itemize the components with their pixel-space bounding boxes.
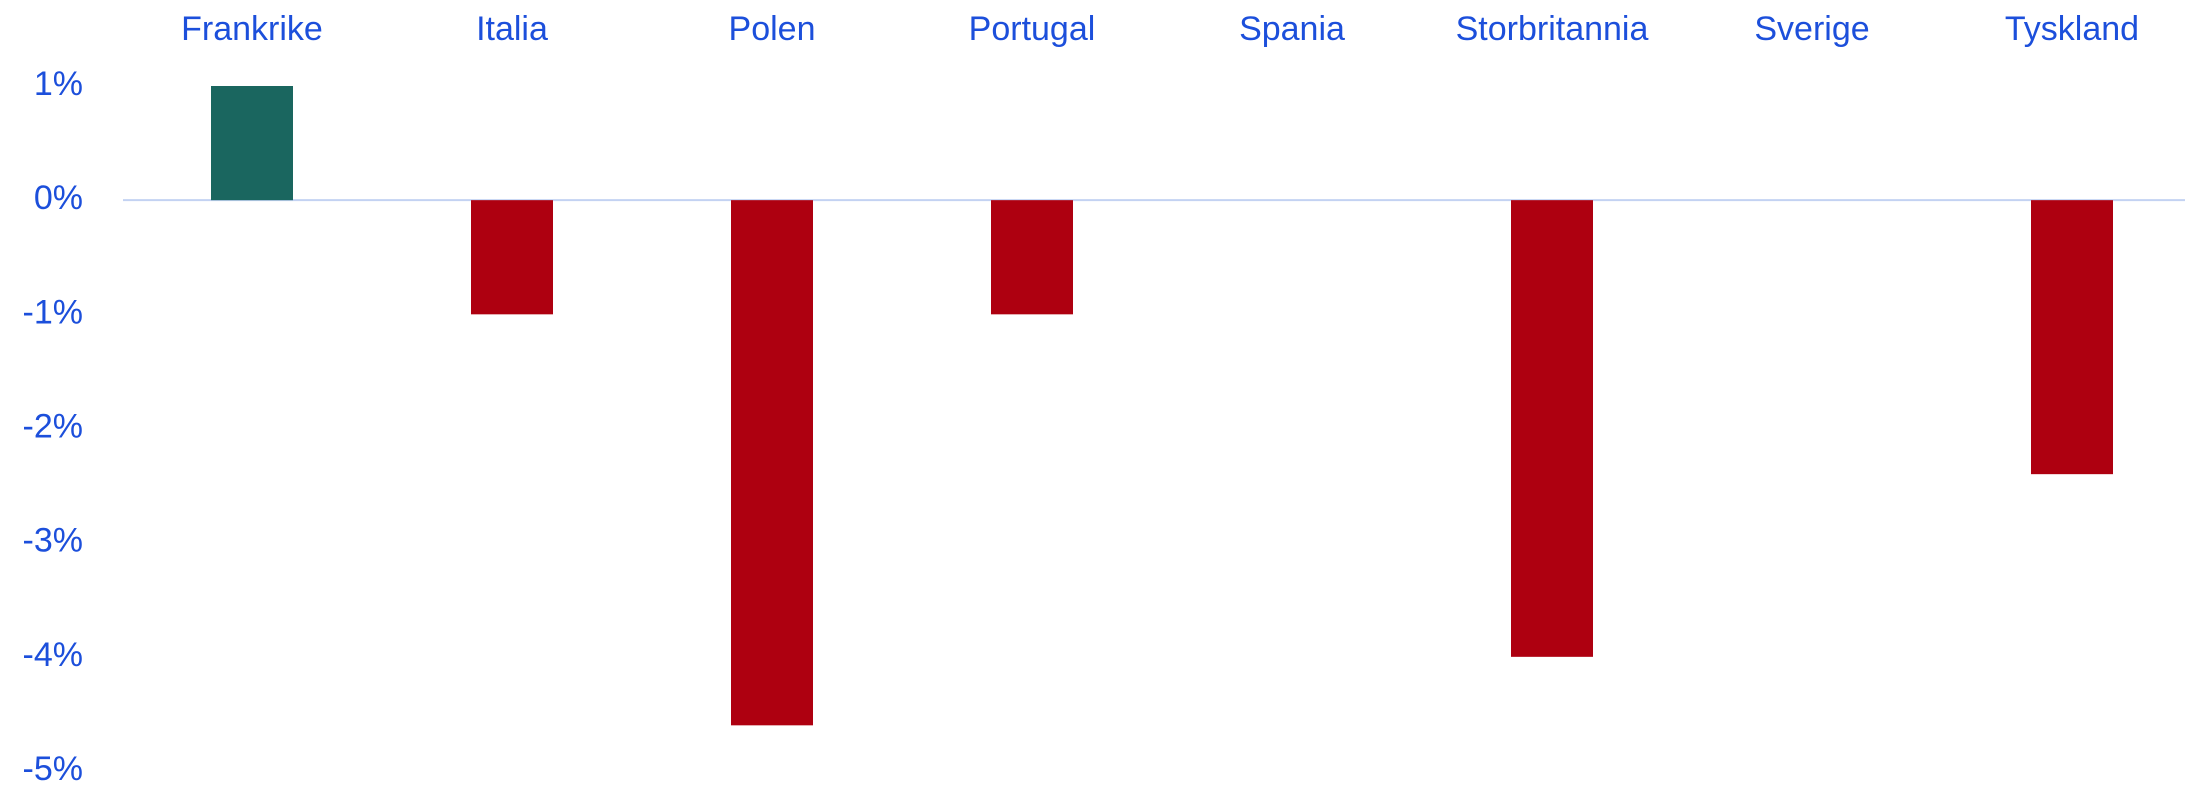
y-tick-label: -5% bbox=[23, 750, 83, 788]
bar bbox=[1511, 200, 1593, 657]
y-tick-label: -2% bbox=[23, 407, 83, 445]
bar bbox=[731, 200, 813, 726]
y-tick-label: -4% bbox=[23, 636, 83, 674]
bar bbox=[2031, 200, 2113, 475]
y-tick-label: -3% bbox=[23, 522, 83, 560]
x-tick-label: Polen bbox=[729, 10, 816, 48]
x-tick-label: Tyskland bbox=[2005, 10, 2139, 48]
y-tick-label: -1% bbox=[23, 293, 83, 331]
x-tick-label: Spania bbox=[1239, 10, 1345, 48]
y-tick-label: 1% bbox=[34, 65, 83, 103]
bar bbox=[471, 200, 553, 315]
x-tick-label: Portugal bbox=[969, 10, 1096, 48]
x-tick-label: Sverige bbox=[1754, 10, 1869, 48]
bar bbox=[211, 86, 293, 201]
y-tick-label: 0% bbox=[34, 179, 83, 217]
bar bbox=[991, 200, 1073, 315]
x-tick-label: Storbritannia bbox=[1456, 10, 1649, 48]
x-tick-label: Frankrike bbox=[181, 10, 323, 48]
x-tick-label: Italia bbox=[476, 10, 548, 48]
